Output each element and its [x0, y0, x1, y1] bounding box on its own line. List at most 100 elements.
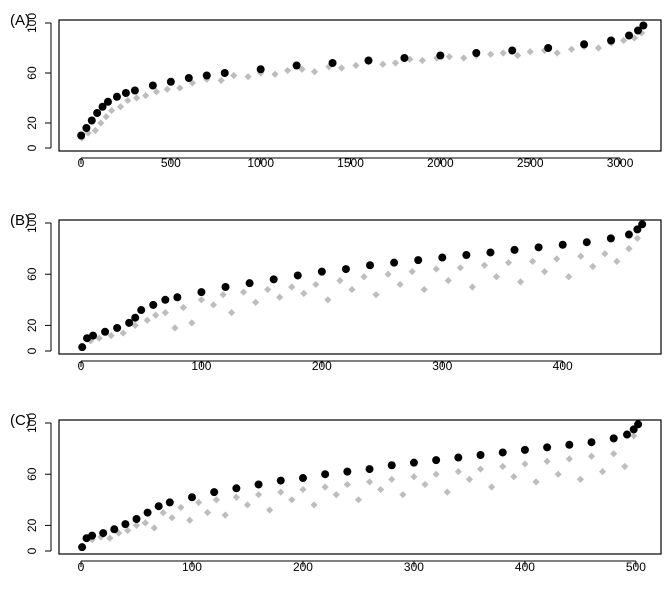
plot-frame	[58, 219, 662, 355]
data-point-gray	[418, 56, 426, 65]
data-point-black	[202, 71, 211, 80]
data-point-black	[607, 36, 616, 45]
data-point-black	[78, 543, 87, 552]
panel-label: (B)	[10, 212, 30, 229]
panel-label: (A)	[10, 12, 30, 29]
data-point-gray	[532, 478, 540, 486]
data-point-gray	[324, 296, 332, 304]
data-point-gray	[276, 293, 284, 301]
data-point-gray	[391, 59, 400, 67]
data-point-gray	[298, 65, 306, 73]
data-point-gray	[188, 319, 196, 327]
data-point-gray	[107, 332, 115, 340]
data-point-gray	[227, 309, 236, 317]
data-point-gray	[299, 485, 307, 494]
data-point-gray	[432, 470, 440, 478]
data-point-black	[113, 323, 122, 332]
data-point-black	[173, 293, 182, 302]
data-point-gray	[620, 36, 628, 45]
data-point-gray	[133, 94, 141, 102]
data-point-black	[624, 230, 633, 239]
data-point-gray	[212, 496, 220, 504]
data-point-black	[103, 97, 112, 106]
data-point-gray	[243, 501, 252, 509]
data-point-black	[432, 456, 441, 465]
data-point-gray	[476, 465, 485, 473]
data-point-black	[639, 21, 648, 30]
data-point-gray	[288, 496, 296, 504]
data-point-black	[220, 69, 229, 77]
data-point-gray	[541, 268, 549, 276]
data-point-gray	[152, 88, 161, 96]
data-point-black	[609, 434, 618, 443]
data-point-gray	[244, 73, 252, 81]
data-point-gray	[499, 49, 507, 57]
data-point-black	[534, 243, 543, 252]
x-tick-label: 200	[312, 359, 332, 373]
x-tick-label: 0	[78, 560, 85, 574]
data-point-black	[93, 109, 102, 117]
data-point-gray	[97, 119, 105, 127]
data-point-gray	[106, 534, 114, 542]
data-point-black	[121, 520, 130, 529]
x-tick-label: 400	[553, 359, 573, 373]
data-point-gray	[332, 491, 340, 499]
x-tick-label: 3000	[607, 156, 634, 170]
data-point-black	[161, 295, 170, 304]
data-point-gray	[254, 491, 263, 499]
data-point-black	[565, 440, 574, 449]
data-point-gray	[217, 76, 225, 85]
data-point-black	[165, 498, 174, 507]
data-point-gray	[421, 480, 429, 489]
data-point-black	[131, 313, 140, 322]
data-point-black	[148, 81, 157, 90]
data-point-gray	[454, 468, 462, 476]
y-tick-label: 60	[25, 267, 39, 281]
data-point-black	[83, 334, 92, 343]
data-point-gray	[171, 324, 179, 332]
data-point-black	[112, 92, 121, 101]
data-point-gray	[444, 277, 452, 285]
data-point-gray	[195, 498, 203, 506]
data-point-gray	[565, 273, 573, 281]
data-point-gray	[284, 66, 292, 75]
x-tick-label: 300	[432, 359, 452, 373]
data-point-black	[462, 251, 471, 259]
data-point-black	[341, 265, 350, 274]
data-point-black	[580, 40, 589, 49]
data-point-gray	[102, 113, 110, 121]
data-point-black	[343, 467, 352, 476]
data-point-black	[99, 529, 108, 538]
data-point-black	[634, 420, 643, 429]
data-point-gray	[177, 503, 185, 512]
data-point-gray	[553, 49, 561, 57]
data-point-gray	[354, 496, 363, 504]
data-point-gray	[521, 460, 529, 468]
data-point-black	[317, 267, 326, 276]
data-point-gray	[115, 529, 123, 537]
y-tick-label: 100	[25, 213, 39, 233]
data-point-black	[634, 26, 643, 35]
data-point-black	[210, 488, 219, 497]
y-tick-label: 20	[25, 318, 39, 332]
data-point-gray	[528, 257, 537, 265]
data-point-black	[137, 306, 146, 315]
y-tick-label: 0	[25, 547, 39, 554]
data-point-gray	[516, 278, 525, 286]
data-point-black	[520, 445, 529, 454]
data-point-gray	[343, 480, 351, 489]
data-point-black	[130, 86, 139, 95]
y-tick-label: 0	[25, 347, 39, 354]
x-tick-label: 100	[191, 359, 211, 373]
data-point-black	[414, 256, 423, 265]
data-point-gray	[488, 483, 496, 491]
data-point-gray	[613, 257, 621, 265]
data-point-black	[187, 493, 196, 502]
data-point-gray	[97, 533, 105, 541]
data-point-black	[400, 54, 409, 62]
data-point-gray	[266, 506, 274, 514]
x-tick-label: 2500	[517, 156, 544, 170]
data-point-gray	[176, 84, 184, 92]
data-point-gray	[116, 103, 125, 111]
